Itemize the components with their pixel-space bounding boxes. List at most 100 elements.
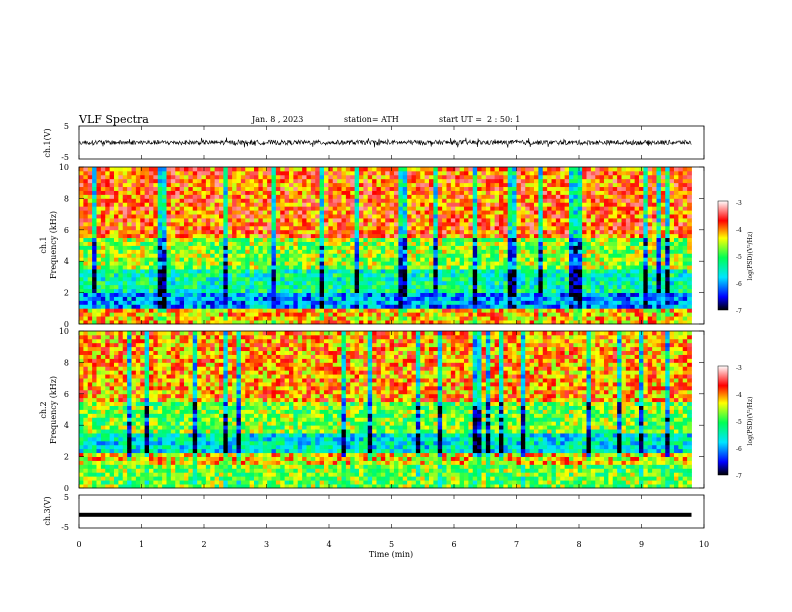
- spectrogram-cell: [459, 170, 465, 176]
- spectrogram-cell: [319, 272, 325, 278]
- spectrogram-cell: [424, 245, 430, 250]
- spectrogram-cell: [551, 221, 557, 227]
- spectrogram-cell: [359, 261, 364, 266]
- spectrogram-cell: [188, 237, 194, 242]
- spectrogram-cell: [507, 225, 513, 231]
- spectrogram-cell: [289, 257, 294, 262]
- spectrogram-cell: [319, 221, 325, 227]
- spectrogram-cell: [144, 312, 150, 317]
- spectrogram-cell: [538, 320, 544, 325]
- spectrogram-cell: [179, 245, 185, 250]
- spectrogram-cell: [328, 170, 334, 176]
- spectrogram-cell: [87, 174, 93, 180]
- spectrogram-cell: [170, 167, 176, 172]
- spectrogram-cell: [188, 210, 194, 215]
- spectrogram-cell: [267, 296, 272, 301]
- spectrogram-cell: [582, 170, 587, 176]
- spectrogram-cell: [547, 265, 552, 270]
- spectrogram-cell: [131, 206, 137, 211]
- spectrogram-cell: [512, 296, 517, 301]
- spectrogram-cell: [586, 186, 592, 191]
- spectrogram-cell: [227, 202, 233, 207]
- spectrogram-cell: [424, 280, 430, 286]
- spectrogram-cell: [354, 304, 360, 309]
- spectrogram-cell: [437, 284, 443, 290]
- spectrogram-cell: [551, 300, 557, 305]
- spectrogram-cell: [459, 218, 465, 223]
- spectrogram-cell: [258, 312, 264, 317]
- spectrogram-cell: [223, 241, 229, 246]
- spectrogram-cell: [166, 210, 172, 215]
- spectrogram-cell: [350, 194, 356, 199]
- spectrogram-cell: [201, 229, 207, 235]
- spectrogram-cell: [310, 202, 316, 207]
- spectrogram-cell: [315, 284, 321, 290]
- spectrogram-cell: [363, 312, 369, 317]
- spectrogram-cell: [529, 214, 535, 219]
- spectrogram-cell: [157, 300, 163, 305]
- spectrogram-cell: [153, 214, 159, 219]
- spectrogram-cell: [560, 194, 566, 199]
- spectrogram-cell: [310, 214, 316, 219]
- spectrogram-cell: [402, 178, 408, 184]
- spectrogram-cell: [586, 269, 592, 274]
- spectrogram-cell: [612, 269, 618, 274]
- spectrogram-cell: [520, 214, 526, 219]
- spectrogram-cell: [573, 210, 579, 215]
- spectrogram-cell: [175, 316, 181, 321]
- spectrogram-cell: [144, 221, 150, 227]
- spectrogram-cell: [341, 190, 347, 195]
- spectrogram-cell: [245, 312, 251, 317]
- spectrogram-cell: [328, 241, 334, 246]
- spectrogram-cell: [359, 178, 364, 184]
- spectrogram-cell: [415, 198, 421, 203]
- spectrogram-cell: [87, 269, 93, 274]
- spectrogram-cell: [201, 214, 207, 219]
- spectrogram-cell: [109, 229, 115, 235]
- spectrogram-cell: [87, 218, 93, 223]
- spectrogram-cell: [534, 167, 539, 172]
- spectrogram-cell: [258, 296, 264, 301]
- spectrogram-cell: [359, 194, 364, 199]
- spectrogram-cell: [131, 308, 137, 313]
- spectrogram-cell: [424, 316, 430, 321]
- spectrogram-cell: [188, 280, 194, 286]
- spectrogram-cell: [534, 261, 539, 266]
- spectrogram-cell: [520, 194, 526, 199]
- spectrogram-cell: [170, 241, 176, 246]
- spectrogram-cell: [503, 229, 509, 235]
- spectrogram-cell: [376, 265, 382, 270]
- spectrogram-cell: [201, 245, 207, 250]
- spectrogram-cell: [407, 312, 412, 317]
- spectrogram-cell: [324, 241, 329, 246]
- spectrogram-cell: [140, 265, 146, 270]
- spectrogram-cell: [341, 233, 347, 239]
- spectrogram-cell: [359, 265, 364, 270]
- spectrogram-cell: [232, 280, 237, 286]
- spectrogram-cell: [612, 292, 618, 297]
- spectrogram-cell: [455, 300, 461, 305]
- spectrogram-cell: [219, 206, 224, 211]
- spectrogram-cell: [437, 233, 443, 239]
- spectrogram-cell: [293, 308, 299, 313]
- spectrogram-cell: [214, 320, 220, 325]
- spectrogram-cell: [100, 202, 106, 207]
- spectrogram-cell: [114, 245, 119, 250]
- spectrogram-cell: [332, 292, 338, 297]
- spectrogram-cell: [433, 272, 439, 278]
- spectrogram-cell: [577, 167, 583, 172]
- spectrogram-cell: [411, 265, 417, 270]
- spectrogram-cell: [219, 300, 224, 305]
- spectrogram-cell: [87, 237, 93, 242]
- spectrogram-cell: [306, 174, 312, 180]
- spectrogram-cell: [538, 202, 544, 207]
- spectrogram-cell: [302, 174, 307, 180]
- spectrogram-cell: [389, 194, 395, 199]
- spectrogram-cell: [258, 202, 264, 207]
- spectrogram-cell: [512, 241, 517, 246]
- spectrogram-cell: [538, 233, 544, 239]
- spectrogram-cell: [170, 229, 176, 235]
- spectrogram-cell: [494, 316, 500, 321]
- spectrogram-cell: [363, 257, 369, 262]
- spectrogram-cell: [114, 218, 119, 223]
